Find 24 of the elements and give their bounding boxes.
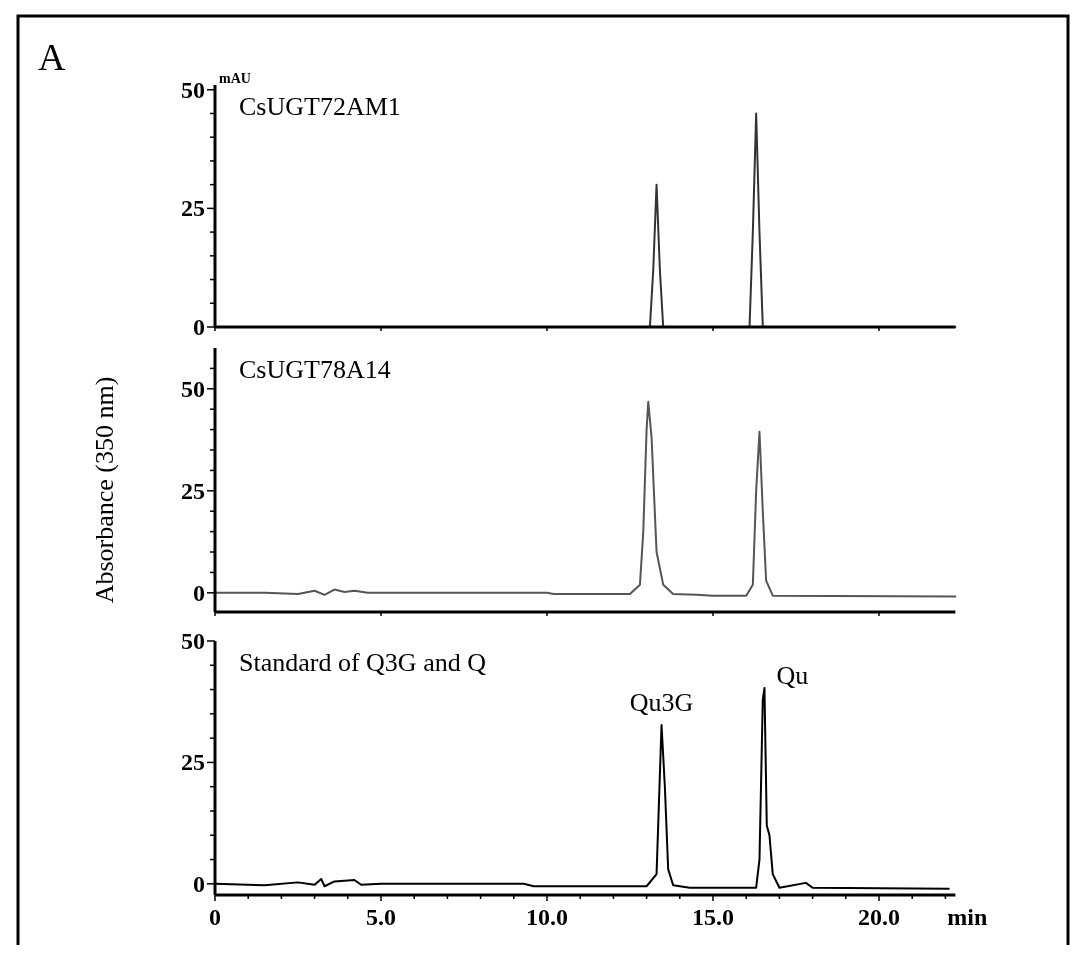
y-tick-label: 0 xyxy=(193,870,205,897)
annotation: Qu3G xyxy=(629,688,694,718)
y-tick-label: 0 xyxy=(193,579,205,606)
x-tick-label: 0 xyxy=(209,904,221,930)
chart-title: Standard of Q3G and Q xyxy=(239,648,487,677)
y-axis-title: Absorbance (350 nm) xyxy=(90,376,119,604)
y-tick-label: 25 xyxy=(181,749,205,776)
annotation: Qu xyxy=(776,661,809,691)
text: A xyxy=(38,36,66,78)
x-tick-label: 15.0 xyxy=(692,904,734,930)
x-tick-label: 10.0 xyxy=(526,904,568,930)
x-tick-label: 5.0 xyxy=(366,904,396,930)
y-tick-label: 50 xyxy=(181,628,205,654)
y-tick-label: 50 xyxy=(181,76,205,103)
x-axis-title: min xyxy=(947,904,988,930)
y-tick-label: 25 xyxy=(181,195,205,222)
y-tick-label: 25 xyxy=(181,477,205,504)
chart-title: CsUGT78A14 xyxy=(239,355,391,384)
y-tick-label: 50 xyxy=(181,375,205,402)
y-tick-label: 0 xyxy=(193,314,205,340)
annotation: mAU xyxy=(219,71,251,86)
chart-title: CsUGT72AM1 xyxy=(239,92,401,121)
line-series xyxy=(214,400,957,598)
x-tick-label: 20.0 xyxy=(858,904,900,930)
